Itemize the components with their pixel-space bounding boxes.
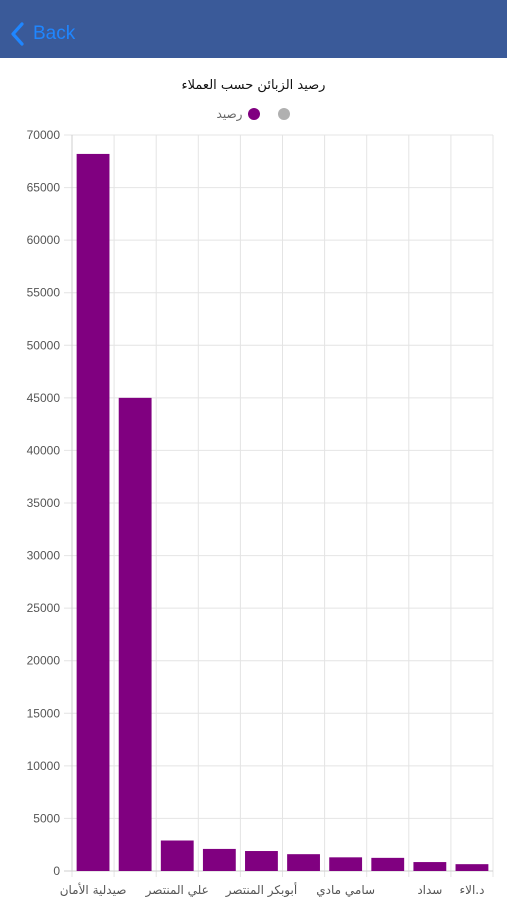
x-tick-label: سامي مادي xyxy=(316,883,375,897)
bar xyxy=(160,840,194,871)
y-tick-label: 0 xyxy=(53,864,60,878)
chevron-left-icon xyxy=(10,22,24,46)
y-tick-label: 20000 xyxy=(27,654,61,668)
bar-chart: 0 5000 10000 15000 20000 25000 30000 35000 40000… xyxy=(27,128,494,898)
y-tick-label: 15000 xyxy=(27,706,61,720)
back-label: Back xyxy=(33,23,76,44)
x-tick-label: صيدلية الأمان xyxy=(60,882,127,897)
bar xyxy=(118,397,152,871)
y-tick-label: 65000 xyxy=(27,181,61,195)
bar xyxy=(413,862,447,871)
y-tick-label: 35000 xyxy=(27,496,61,510)
x-tick-label: سداد xyxy=(417,883,442,897)
bar xyxy=(371,857,405,871)
bar xyxy=(455,864,489,871)
y-tick-label: 10000 xyxy=(27,759,61,773)
chart-title: رصيد الزبائن حسب العملاء xyxy=(181,78,326,93)
bar xyxy=(287,854,320,871)
y-tick-label: 55000 xyxy=(27,286,61,300)
legend-dot-purple xyxy=(248,108,261,120)
y-tick-label: 45000 xyxy=(27,391,61,405)
bar xyxy=(329,857,363,871)
y-tick-label: 60000 xyxy=(27,233,61,247)
y-tick-label: 70000 xyxy=(27,128,61,142)
back-button[interactable]: Back xyxy=(10,20,75,48)
x-tick-label: علي المنتصر xyxy=(145,883,209,898)
bar xyxy=(76,153,110,871)
chart-legend: رصيد xyxy=(0,107,507,121)
x-tick-label: أبوبكر المنتصر xyxy=(225,882,297,898)
navigation-bar: Back xyxy=(0,0,507,58)
y-tick-label: 50000 xyxy=(27,338,61,352)
y-tick-label: 5000 xyxy=(33,811,60,825)
bar xyxy=(245,851,278,871)
x-tick-label: د.الاء xyxy=(459,883,484,897)
legend-item-secondary[interactable] xyxy=(278,108,291,120)
legend-item-balance[interactable]: رصيد xyxy=(217,107,261,121)
bar xyxy=(202,848,236,871)
y-tick-label: 40000 xyxy=(27,443,61,457)
legend-label: رصيد xyxy=(216,107,243,121)
y-tick-label: 25000 xyxy=(27,601,61,615)
legend-dot-gray xyxy=(278,108,291,120)
y-tick-label: 30000 xyxy=(27,549,61,563)
